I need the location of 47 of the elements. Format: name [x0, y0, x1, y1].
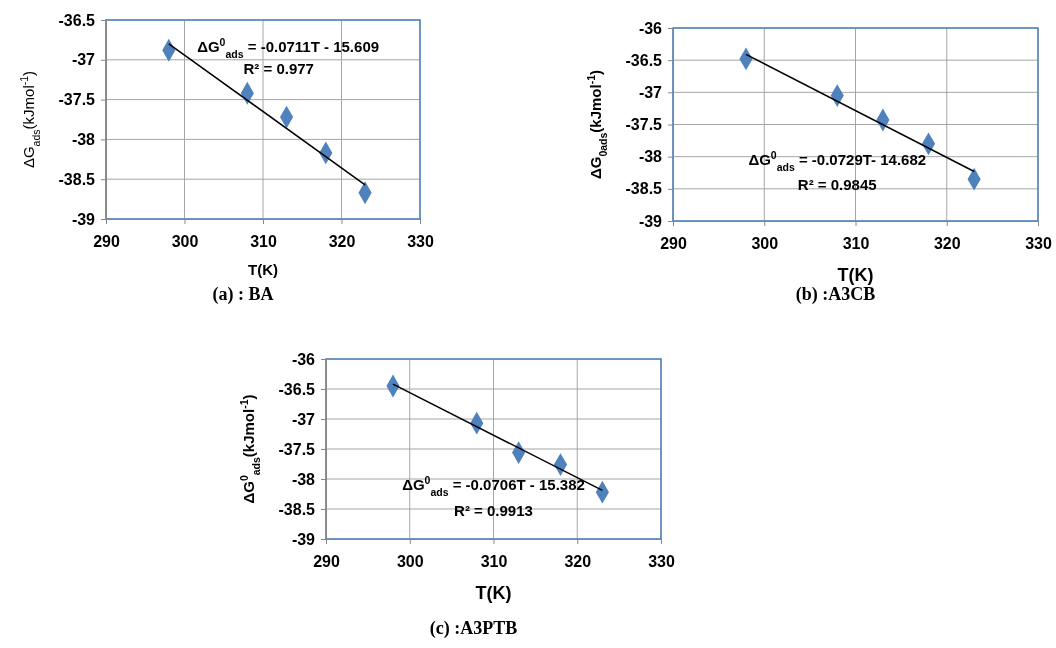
- y-tick-label: -38.5: [278, 500, 316, 518]
- y-tick-label: -37.5: [625, 116, 663, 134]
- x-tick-label: 320: [933, 235, 961, 253]
- text: (a) : BA: [212, 284, 274, 305]
- y-tick-label: -37.5: [58, 91, 96, 109]
- x-axis-title: T(K): [837, 265, 874, 285]
- y-tick-label: -38: [291, 470, 316, 488]
- y-tick-label: -36: [638, 19, 663, 37]
- x-tick-label: 300: [751, 235, 779, 253]
- x-tick-label: 330: [1025, 235, 1052, 253]
- y-tick-label: -39: [71, 210, 96, 228]
- x-tick-label: 310: [842, 235, 870, 253]
- x-tick-label: 320: [328, 233, 356, 251]
- annotation: R² = 0.9913: [454, 501, 533, 519]
- y-tick-label: -37.5: [278, 440, 316, 458]
- x-tick-label: 290: [313, 553, 340, 571]
- x-tick-label: 330: [407, 233, 434, 251]
- y-tick-label: -37: [638, 83, 663, 101]
- x-axis-title: T(K): [248, 261, 278, 278]
- text: (b) :A3CB: [795, 284, 876, 305]
- y-tick-label: -38: [638, 148, 663, 166]
- annotation: ΔG$^{0}$$_{ads}$ = -0.0706T - 15.382: [402, 474, 585, 499]
- y-tick-label: -37: [71, 51, 96, 69]
- y-tick-label: -38.5: [625, 180, 663, 198]
- x-tick-label: 330: [648, 553, 675, 571]
- x-tick-label: 300: [171, 233, 199, 251]
- y-tick-label: -39: [291, 530, 316, 548]
- y-tick-label: -39: [638, 212, 663, 230]
- y-tick-label: -36: [291, 350, 316, 368]
- x-axis-title: T(K): [475, 583, 512, 603]
- annotation: ΔG$^{0}$$_{ads}$ = -0.0729T- 14.682: [748, 149, 927, 174]
- annotation: R² = 0.977: [243, 59, 314, 77]
- text: (c) :A3PTB: [429, 618, 518, 639]
- y-tick-label: -38: [71, 131, 96, 149]
- annotation: ΔG$^{0}$$_{ads}$ = -0.0711T - 15.609: [197, 35, 380, 60]
- x-tick-label: 320: [564, 553, 592, 571]
- x-tick-label: 310: [250, 233, 277, 251]
- x-tick-label: 300: [396, 553, 424, 571]
- y-tick-label: -37: [291, 410, 316, 428]
- y-tick-label: -36.5: [625, 51, 663, 69]
- x-tick-label: 290: [660, 235, 687, 253]
- y-tick-label: -36.5: [278, 380, 316, 398]
- y-tick-label: -38.5: [58, 170, 96, 188]
- x-tick-label: 310: [480, 553, 508, 571]
- y-tick-label: -36.5: [58, 11, 96, 29]
- x-tick-label: 290: [93, 233, 120, 251]
- annotation: R² = 0.9845: [797, 176, 877, 194]
